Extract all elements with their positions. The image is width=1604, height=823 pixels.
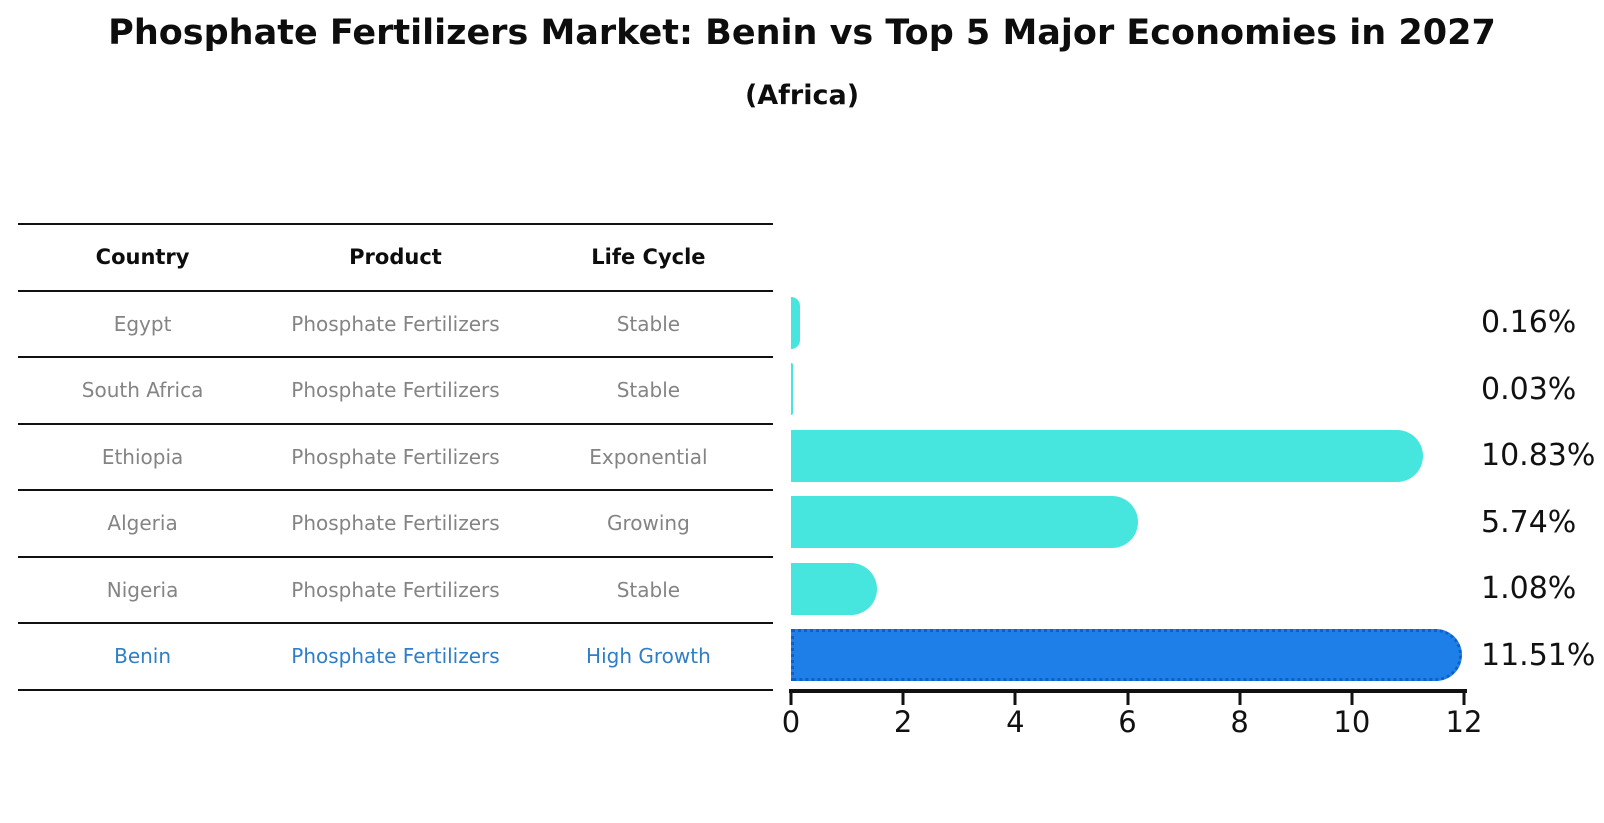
value-label-column: 0.16% 0.03% 10.83% 5.74% 1.08% 11.51%	[1481, 290, 1601, 689]
x-axis-line	[789, 689, 1467, 693]
bar-nigeria	[791, 562, 877, 615]
country-cell: Ethiopia	[101, 444, 184, 469]
value-label-ethiopia: 10.83%	[1481, 438, 1596, 474]
value-label-egypt: 0.16%	[1481, 305, 1577, 341]
x-tick-mark	[789, 693, 793, 705]
life-cycle-cell: Growing	[606, 511, 690, 536]
chart-subtitle: (Africa)	[744, 80, 860, 111]
bar-row-benin	[791, 622, 1464, 689]
column-header-product: Product	[349, 245, 442, 270]
country-cell: Benin	[114, 644, 172, 669]
value-label-algeria: 5.74%	[1481, 504, 1577, 540]
bar-row-algeria	[791, 489, 1464, 556]
x-tick-mark	[1013, 693, 1017, 705]
x-axis: 0 2 4 6 8 10 12	[782, 693, 1482, 743]
bar-row-south-africa	[791, 356, 1464, 423]
life-cycle-cell: Stable	[616, 378, 681, 403]
product-cell: Phosphate Fertilizers	[291, 378, 500, 403]
x-tick-mark	[1350, 693, 1354, 705]
x-tick-label: 4	[1006, 705, 1025, 739]
table-header-row: Country Product Life Cycle	[18, 223, 773, 290]
x-tick-mark	[1126, 693, 1129, 705]
value-label-south-africa: 0.03%	[1481, 371, 1577, 407]
bar-south-africa	[791, 363, 793, 416]
table-row-ethiopia: Ethiopia Phosphate Fertilizers Exponenti…	[18, 422, 773, 490]
x-tick-mark	[1462, 693, 1466, 705]
chart-title: Phosphate Fertilizers Market: Benin vs T…	[108, 13, 1496, 53]
country-cell: South Africa	[81, 378, 204, 403]
bar-plot-area	[791, 290, 1464, 689]
x-tick-label: 0	[781, 705, 801, 739]
table-row-egypt: Egypt Phosphate Fertilizers Stable	[18, 289, 773, 357]
product-cell: Phosphate Fertilizers	[291, 577, 500, 602]
product-cell: Phosphate Fertilizers	[291, 644, 500, 669]
x-tick-label: 12	[1445, 705, 1483, 739]
life-cycle-cell: High Growth	[586, 644, 711, 669]
bar-row-nigeria	[791, 556, 1464, 623]
bar-ethiopia	[791, 429, 1424, 482]
column-header-country: Country	[95, 245, 190, 270]
product-cell: Phosphate Fertilizers	[291, 311, 500, 336]
bar-algeria	[791, 496, 1138, 549]
country-table: Country Product Life Cycle Egypt Phospha…	[18, 223, 773, 691]
value-label-nigeria: 1.08%	[1481, 571, 1577, 607]
value-label-benin: 11.51%	[1481, 637, 1596, 673]
bar-egypt	[791, 296, 800, 349]
table-row-nigeria: Nigeria Phosphate Fertilizers Stable	[18, 555, 773, 623]
x-tick-mark	[1238, 693, 1242, 705]
country-cell: Nigeria	[106, 577, 179, 602]
x-tick-label: 8	[1230, 705, 1249, 739]
product-cell: Phosphate Fertilizers	[291, 511, 500, 536]
bar-row-ethiopia	[791, 423, 1464, 490]
life-cycle-cell: Exponential	[589, 444, 708, 469]
bar-row-egypt	[791, 290, 1464, 357]
x-tick-label: 6	[1118, 705, 1137, 739]
life-cycle-cell: Stable	[616, 577, 681, 602]
life-cycle-cell: Stable	[616, 311, 681, 336]
table-row-benin: Benin Phosphate Fertilizers High Growth	[18, 622, 773, 689]
table-row-algeria: Algeria Phosphate Fertilizers Growing	[18, 489, 773, 556]
x-tick-mark	[901, 693, 905, 705]
product-cell: Phosphate Fertilizers	[291, 444, 500, 469]
x-tick-label: 10	[1333, 705, 1371, 739]
country-cell: Egypt	[113, 311, 172, 336]
bar-benin	[791, 629, 1462, 682]
column-header-life-cycle: Life Cycle	[591, 245, 706, 270]
country-cell: Algeria	[107, 511, 178, 536]
x-tick-label: 2	[893, 705, 913, 739]
table-row-south-africa: South Africa Phosphate Fertilizers Stabl…	[18, 356, 773, 423]
